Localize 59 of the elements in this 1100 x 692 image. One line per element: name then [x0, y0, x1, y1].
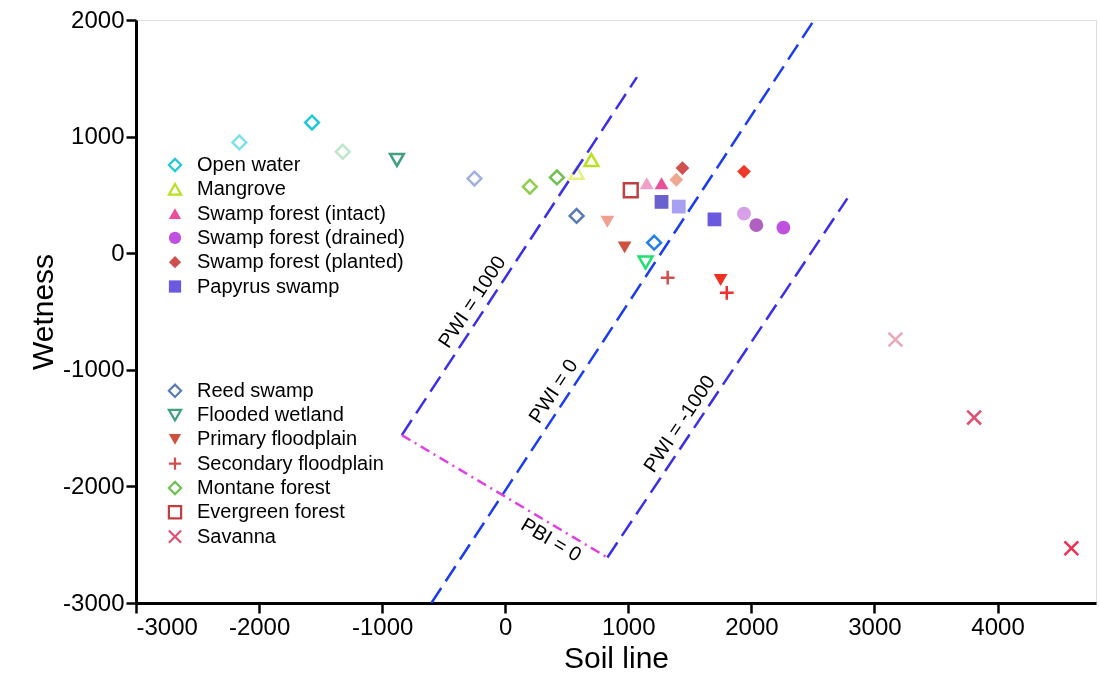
legend-label: Primary floodplain: [197, 427, 358, 450]
text: PBI = 0: [517, 512, 586, 566]
legend-label: Open water: [197, 153, 301, 175]
point: [646, 234, 663, 251]
y-tick-label: -1000: [63, 355, 125, 383]
point: [548, 169, 566, 186]
legend-label: Reed swamp: [197, 378, 314, 401]
y-tick-label: 0: [111, 238, 125, 266]
point: [1063, 540, 1080, 557]
point: [583, 152, 600, 168]
x-tick-label: 0: [499, 612, 513, 640]
point: [737, 206, 751, 221]
x-tick-label: -1000: [351, 612, 414, 640]
point: [776, 220, 791, 235]
x-tick-label: 2000: [725, 612, 779, 640]
point: [568, 207, 585, 225]
point: [887, 331, 904, 348]
point: [617, 241, 632, 254]
point: [521, 178, 538, 195]
legend-label: Evergreen forest: [197, 500, 346, 523]
x-tick-label: 3000: [848, 612, 902, 640]
point: [707, 212, 722, 227]
legend-label: Swamp forest (drained): [197, 225, 405, 248]
x-tick-label: 1000: [602, 612, 656, 640]
y-tick-label: -3000: [63, 588, 125, 616]
point: [334, 143, 351, 160]
point: [654, 195, 669, 209]
point: [622, 182, 639, 199]
legend-label: Savanna: [197, 524, 277, 547]
point: [718, 284, 735, 301]
legend-label: Swamp forest (intact): [197, 201, 386, 224]
point: [388, 152, 406, 168]
x-axis-title: Soil line: [563, 640, 670, 674]
x-tick-label: -2000: [228, 612, 291, 640]
point: [466, 170, 483, 187]
point: [669, 172, 684, 187]
y-tick-label: 2000: [71, 5, 125, 33]
point: [654, 177, 669, 190]
legend-label: Secondary floodplain: [197, 451, 384, 474]
point: [737, 164, 751, 179]
legend-label: Mangrove: [197, 177, 286, 200]
point: [749, 218, 764, 233]
point: [303, 114, 321, 131]
point: [671, 199, 686, 214]
legend-label: Papyrus swamp: [197, 274, 340, 297]
legend-label: Flooded wetland: [197, 403, 344, 426]
x-tick-label: -3000: [136, 612, 198, 640]
y-axis-title: Wetness: [26, 253, 60, 371]
y-tick-label: 1000: [71, 122, 125, 150]
point: [639, 177, 654, 190]
point: [966, 409, 983, 426]
y-tick-label: -2000: [63, 471, 125, 499]
point: [713, 274, 728, 286]
x-tick-label: 4000: [971, 612, 1025, 640]
point: [600, 215, 615, 228]
legend-label: Montane forest: [197, 476, 331, 498]
point: [637, 255, 654, 270]
legend-label: Swamp forest (planted): [197, 250, 404, 273]
point: [231, 134, 248, 151]
